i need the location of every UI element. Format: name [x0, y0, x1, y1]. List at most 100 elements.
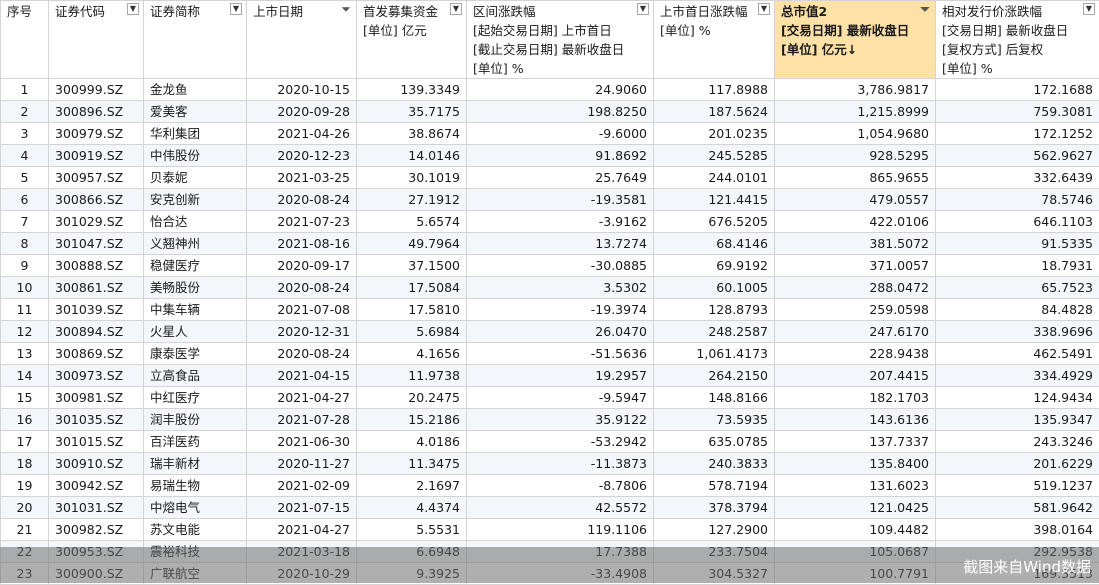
cell-range[interactable]: 198.8250	[467, 101, 654, 123]
cell-code[interactable]: 301031.SZ	[49, 497, 144, 519]
cell-code[interactable]: 301047.SZ	[49, 233, 144, 255]
header-raise[interactable]: 首发募集资金[单位] 亿元▼	[357, 1, 467, 79]
cell-idx[interactable]: 18	[1, 453, 49, 475]
cell-relative[interactable]: 334.4929	[936, 365, 1099, 387]
cell-mktcap[interactable]: 247.6170	[775, 321, 936, 343]
cell-mktcap[interactable]: 100.7791	[775, 563, 936, 585]
cell-raise[interactable]: 5.5531	[357, 519, 467, 541]
cell-code[interactable]: 300982.SZ	[49, 519, 144, 541]
cell-idx[interactable]: 16	[1, 409, 49, 431]
cell-date[interactable]: 2021-04-27	[247, 387, 357, 409]
cell-date[interactable]: 2021-03-18	[247, 541, 357, 563]
cell-mktcap[interactable]: 422.0106	[775, 211, 936, 233]
header-code[interactable]: 证券代码▼	[49, 1, 144, 79]
cell-date[interactable]: 2020-10-29	[247, 563, 357, 585]
cell-idx[interactable]: 19	[1, 475, 49, 497]
cell-mktcap[interactable]: 288.0472	[775, 277, 936, 299]
cell-firstday[interactable]: 60.1005	[654, 277, 775, 299]
cell-code[interactable]: 300979.SZ	[49, 123, 144, 145]
header-mktcap[interactable]: 总市值2[交易日期] 最新收盘日[单位] 亿元↓⏷	[775, 1, 936, 79]
cell-mktcap[interactable]: 479.0557	[775, 189, 936, 211]
cell-idx[interactable]: 7	[1, 211, 49, 233]
cell-range[interactable]: 3.5302	[467, 277, 654, 299]
cell-firstday[interactable]: 121.4415	[654, 189, 775, 211]
cell-raise[interactable]: 5.6984	[357, 321, 467, 343]
cell-mktcap[interactable]: 381.5072	[775, 233, 936, 255]
cell-range[interactable]: 119.1106	[467, 519, 654, 541]
cell-idx[interactable]: 15	[1, 387, 49, 409]
dropdown-icon[interactable]: ▼	[1083, 3, 1095, 15]
cell-name[interactable]: 震裕科技	[144, 541, 247, 563]
cell-idx[interactable]: 11	[1, 299, 49, 321]
cell-relative[interactable]: 78.5746	[936, 189, 1099, 211]
cell-range[interactable]: 26.0470	[467, 321, 654, 343]
cell-mktcap[interactable]: 865.9655	[775, 167, 936, 189]
cell-firstday[interactable]: 245.5285	[654, 145, 775, 167]
cell-range[interactable]: 17.7388	[467, 541, 654, 563]
cell-idx[interactable]: 4	[1, 145, 49, 167]
cell-name[interactable]: 润丰股份	[144, 409, 247, 431]
cell-mktcap[interactable]: 1,054.9680	[775, 123, 936, 145]
cell-date[interactable]: 2020-10-15	[247, 79, 357, 101]
cell-raise[interactable]: 17.5084	[357, 277, 467, 299]
cell-mktcap[interactable]: 207.4415	[775, 365, 936, 387]
cell-code[interactable]: 300973.SZ	[49, 365, 144, 387]
cell-mktcap[interactable]: 131.6023	[775, 475, 936, 497]
cell-code[interactable]: 300942.SZ	[49, 475, 144, 497]
cell-idx[interactable]: 5	[1, 167, 49, 189]
cell-date[interactable]: 2021-03-25	[247, 167, 357, 189]
cell-raise[interactable]: 35.7175	[357, 101, 467, 123]
cell-idx[interactable]: 12	[1, 321, 49, 343]
cell-firstday[interactable]: 248.2587	[654, 321, 775, 343]
cell-relative[interactable]: 124.9434	[936, 387, 1099, 409]
cell-firstday[interactable]: 73.5935	[654, 409, 775, 431]
dropdown-icon[interactable]: ▼	[637, 3, 649, 15]
cell-code[interactable]: 300888.SZ	[49, 255, 144, 277]
cell-raise[interactable]: 2.1697	[357, 475, 467, 497]
cell-range[interactable]: -8.7806	[467, 475, 654, 497]
cell-relative[interactable]: 65.7523	[936, 277, 1099, 299]
cell-firstday[interactable]: 378.3794	[654, 497, 775, 519]
cell-relative[interactable]: 135.9347	[936, 409, 1099, 431]
cell-code[interactable]: 301035.SZ	[49, 409, 144, 431]
cell-range[interactable]: -30.0885	[467, 255, 654, 277]
cell-raise[interactable]: 4.0186	[357, 431, 467, 453]
cell-date[interactable]: 2020-08-24	[247, 343, 357, 365]
cell-range[interactable]: -9.5947	[467, 387, 654, 409]
cell-date[interactable]: 2021-08-16	[247, 233, 357, 255]
cell-firstday[interactable]: 635.0785	[654, 431, 775, 453]
cell-raise[interactable]: 15.2186	[357, 409, 467, 431]
header-firstday[interactable]: 上市首日涨跌幅[单位] %▼	[654, 1, 775, 79]
cell-range[interactable]: -9.6000	[467, 123, 654, 145]
cell-name[interactable]: 安克创新	[144, 189, 247, 211]
cell-mktcap[interactable]: 259.0598	[775, 299, 936, 321]
cell-mktcap[interactable]: 121.0425	[775, 497, 936, 519]
cell-raise[interactable]: 14.0146	[357, 145, 467, 167]
cell-relative[interactable]: 84.4828	[936, 299, 1099, 321]
cell-firstday[interactable]: 69.9192	[654, 255, 775, 277]
cell-date[interactable]: 2021-07-08	[247, 299, 357, 321]
cell-name[interactable]: 康泰医学	[144, 343, 247, 365]
cell-firstday[interactable]: 148.8166	[654, 387, 775, 409]
cell-raise[interactable]: 4.1656	[357, 343, 467, 365]
cell-range[interactable]: 42.5572	[467, 497, 654, 519]
cell-name[interactable]: 中红医疗	[144, 387, 247, 409]
cell-firstday[interactable]: 304.5327	[654, 563, 775, 585]
cell-date[interactable]: 2020-09-17	[247, 255, 357, 277]
cell-name[interactable]: 中熔电气	[144, 497, 247, 519]
cell-relative[interactable]: 519.1237	[936, 475, 1099, 497]
cell-firstday[interactable]: 201.0235	[654, 123, 775, 145]
cell-idx[interactable]: 8	[1, 233, 49, 255]
cell-date[interactable]: 2020-08-24	[247, 277, 357, 299]
cell-name[interactable]: 火星人	[144, 321, 247, 343]
dropdown-icon[interactable]: ▼	[230, 3, 242, 15]
cell-raise[interactable]: 30.1019	[357, 167, 467, 189]
